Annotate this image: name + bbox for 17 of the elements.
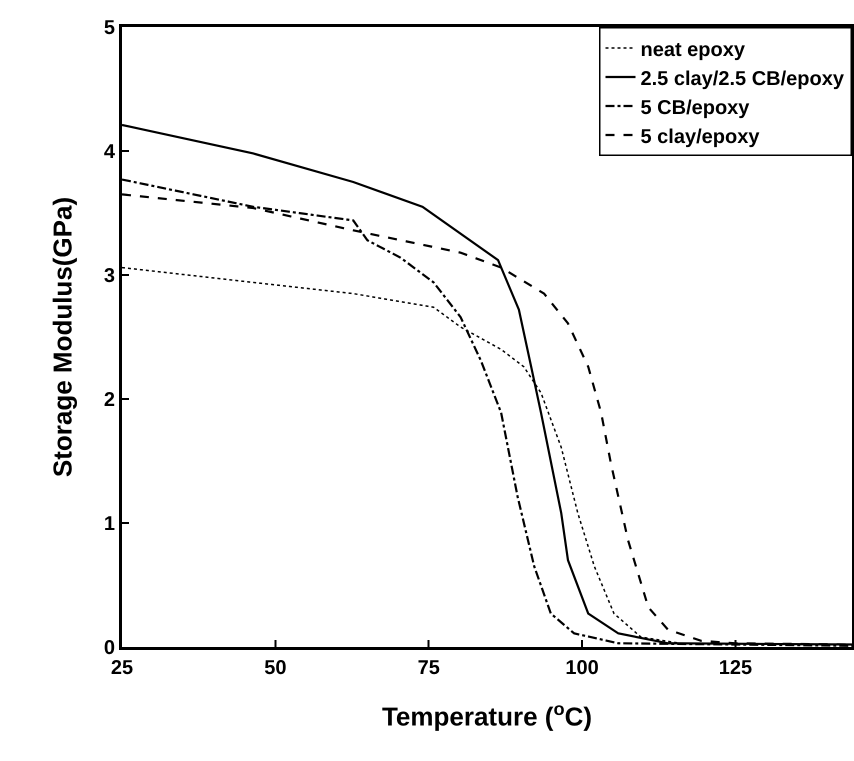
y-tick-label: 2 xyxy=(104,389,115,411)
x-axis-title: Temperature ($^{o}$C) xyxy=(382,698,592,732)
x-tick-label: 50 xyxy=(264,657,286,679)
legend-label: 5 clay/epoxy xyxy=(640,126,760,148)
y-tick-label: 3 xyxy=(104,265,115,287)
y-tick-label: 4 xyxy=(104,141,116,163)
x-tick-label: 125 xyxy=(718,657,752,679)
legend-label: neat epoxy xyxy=(640,38,746,61)
x-tick-label: 100 xyxy=(565,657,599,679)
x-tick-label: 75 xyxy=(418,657,440,679)
legend-label: 5 CB/epoxy xyxy=(640,96,750,119)
legend-label: 2.5 clay/2.5 CB/epoxy xyxy=(640,68,845,90)
y-tick-label: 1 xyxy=(104,513,115,535)
y-tick-label: 5 xyxy=(104,17,115,39)
y-tick-label: 0 xyxy=(104,637,115,659)
x-tick-label: 25 xyxy=(110,657,134,679)
y-axis-title: Storage Modulus(GPa) xyxy=(47,196,78,478)
